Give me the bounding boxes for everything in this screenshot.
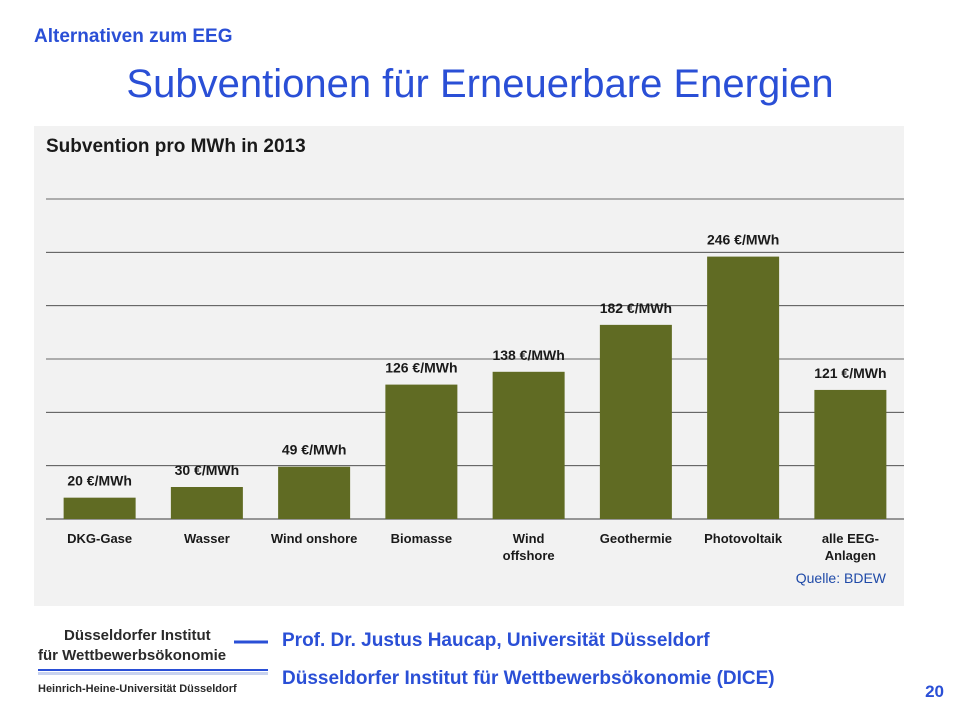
data-label-5: 182 €/MWh: [600, 300, 672, 316]
chart-panel: 20 €/MWh DKG-Gase 30 €/MWh Wasser 49 €/MWh Wi…: [34, 126, 904, 606]
bar-4: [492, 371, 565, 519]
bar-5: [599, 324, 672, 519]
dice-logo: Düsseldorfer Institut für Wettbewerbsöko…: [34, 622, 270, 698]
bar-0: [63, 497, 136, 519]
logo-line-2: für Wettbewerbsökonomie: [38, 647, 226, 664]
footer-author: Prof. Dr. Justus Haucap, Universität Düs…: [282, 630, 710, 651]
data-label-6: 246 €/MWh: [707, 232, 779, 248]
data-label-3: 126 €/MWh: [385, 360, 457, 376]
category-label-1: Wasser: [184, 531, 230, 546]
page-number: 20: [925, 682, 944, 701]
data-label-2: 49 €/MWh: [282, 442, 347, 458]
category-label-5: Geothermie: [600, 531, 672, 546]
footer-institute: Düsseldorfer Institut für Wettbewerbsöko…: [282, 668, 775, 689]
category-label-4: Wind offshore: [503, 531, 555, 563]
category-label-6: Photovoltaik: [704, 531, 783, 546]
bar-7: [814, 389, 887, 519]
data-label-7: 121 €/MWh: [814, 365, 886, 381]
data-label-1: 30 €/MWh: [175, 462, 240, 478]
bar-3: [385, 384, 458, 519]
logo-line-3: Heinrich-Heine-Universität Düsseldorf: [38, 683, 237, 695]
bar-2: [278, 466, 351, 519]
data-label-0: 20 €/MWh: [67, 473, 132, 489]
chart-title: Subvention pro MWh in 2013: [46, 136, 306, 157]
chart-source: Quelle: BDEW: [795, 570, 886, 586]
logo-line-1: Düsseldorfer Institut: [64, 627, 211, 644]
category-label-7: alle EEG-Anlagen: [822, 531, 879, 563]
category-label-2: Wind onshore: [271, 531, 358, 546]
bar-chart: 20 €/MWh DKG-Gase 30 €/MWh Wasser 49 €/MWh Wi…: [46, 198, 904, 563]
bar-6: [707, 256, 780, 519]
data-label-4: 138 €/MWh: [492, 347, 564, 363]
section-label: Alternativen zum EEG: [34, 26, 233, 47]
bar-1: [170, 487, 243, 519]
slide-title: Subventionen für Erneuerbare Energien: [126, 62, 834, 106]
category-label-0: DKG-Gase: [67, 531, 132, 546]
category-label-3: Biomasse: [391, 531, 452, 546]
